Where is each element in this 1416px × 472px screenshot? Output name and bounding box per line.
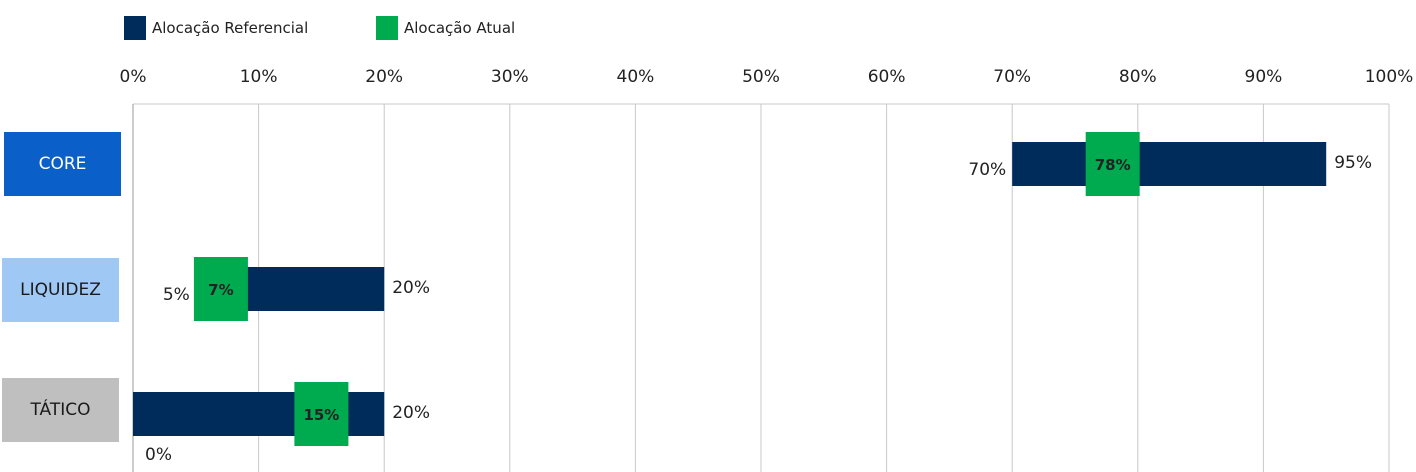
x-tick-label: 40% bbox=[617, 67, 655, 87]
category-label-tatico: TÁTICO bbox=[30, 400, 91, 420]
current-allocation-marker-liquidez bbox=[193, 257, 248, 321]
x-tick-label: 50% bbox=[742, 67, 780, 87]
current-allocation-label-liquidez: 7% bbox=[208, 281, 233, 299]
x-tick-label: 30% bbox=[491, 67, 529, 87]
current-allocation-label-core: 78% bbox=[1095, 156, 1131, 174]
legend-current-swatch bbox=[376, 16, 398, 40]
x-tick-label: 0% bbox=[120, 67, 147, 87]
legend-current: Alocação Atual bbox=[376, 16, 515, 40]
max-label-liquidez: 20% bbox=[392, 278, 430, 298]
category-label-liquidez: LIQUIDEZ bbox=[20, 280, 101, 300]
reference-range-bar-core bbox=[1012, 142, 1327, 186]
current-allocation-marker-core bbox=[1085, 132, 1140, 196]
max-label-core: 95% bbox=[1334, 153, 1372, 173]
category-label-core: CORE bbox=[38, 154, 87, 174]
category-box-tatico: TÁTICO bbox=[2, 378, 119, 442]
x-tick-label: 60% bbox=[868, 67, 906, 87]
category-box-liquidez: LIQUIDEZ bbox=[2, 258, 119, 322]
min-label-core: 70% bbox=[968, 160, 1006, 180]
min-label-liquidez: 5% bbox=[163, 285, 190, 305]
x-tick-label: 90% bbox=[1245, 67, 1283, 87]
x-tick-label: 100% bbox=[1365, 67, 1414, 87]
current-allocation-marker-tatico bbox=[294, 382, 349, 446]
x-tick-label: 70% bbox=[993, 67, 1031, 87]
x-tick-label: 20% bbox=[365, 67, 403, 87]
max-label-tatico: 20% bbox=[392, 403, 430, 423]
legend-current-label: Alocação Atual bbox=[404, 19, 516, 37]
x-tick-label: 10% bbox=[240, 67, 278, 87]
x-tick-label: 80% bbox=[1119, 67, 1157, 87]
min-label-tatico: 0% bbox=[145, 445, 172, 465]
legend-reference-swatch bbox=[124, 16, 146, 40]
legend-reference: Alocação Referencial bbox=[124, 16, 308, 40]
category-box-core: CORE bbox=[4, 132, 121, 196]
current-allocation-label-tatico: 15% bbox=[303, 406, 339, 424]
legend-reference-label: Alocação Referencial bbox=[152, 19, 309, 37]
